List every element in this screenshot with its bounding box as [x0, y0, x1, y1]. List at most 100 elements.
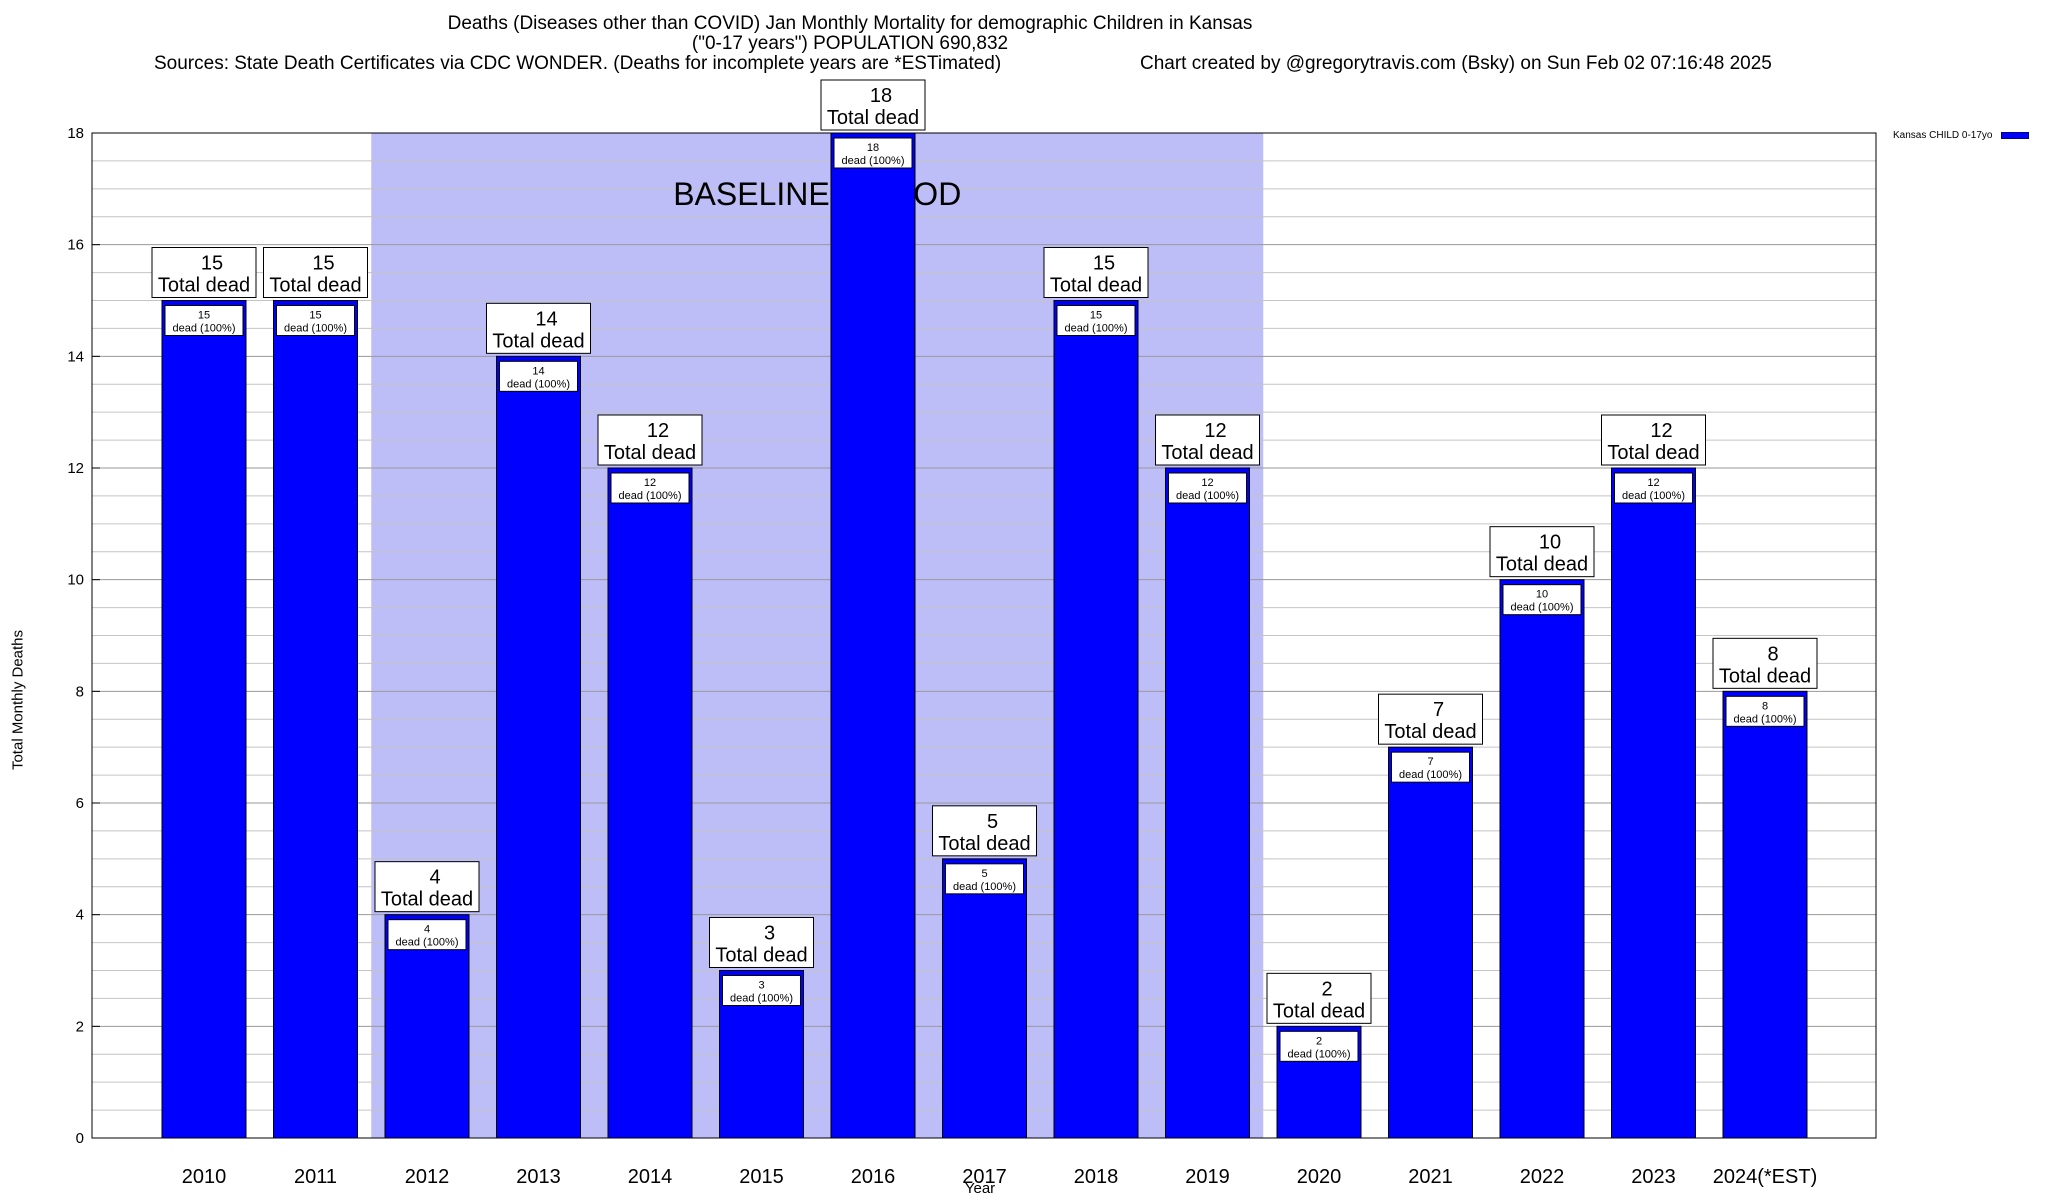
- total-value-label: 12: [1204, 420, 1226, 442]
- inner-percent-label: dead (100%): [284, 323, 347, 335]
- inner-value-label: 12: [1647, 477, 1659, 489]
- total-value-label: 15: [201, 253, 223, 275]
- y-tick-label: 0: [76, 1130, 84, 1147]
- total-label-box: [1378, 693, 1483, 745]
- inner-label-box: [387, 919, 467, 951]
- bar-2016: [830, 132, 916, 1139]
- inner-percent-label: dead (100%): [619, 490, 682, 502]
- inner-label-box: [1168, 472, 1247, 504]
- total-dead-label: Total dead: [1384, 721, 1476, 743]
- total-dead-label: Total dead: [1161, 442, 1253, 464]
- inner-label-box: [1614, 472, 1693, 504]
- inner-value-label: 12: [644, 477, 656, 489]
- total-label-box: [820, 79, 926, 131]
- source-note: Sources: State Death Certificates via CD…: [154, 53, 1002, 74]
- inner-value-label: 7: [1427, 756, 1433, 768]
- total-value-label: 2: [1321, 978, 1332, 1000]
- inner-percent-label: dead (100%): [507, 378, 570, 390]
- y-tick-label: 2: [76, 1018, 84, 1035]
- x-tick-label: 2010: [182, 1166, 227, 1188]
- plot-frame: [91, 132, 1877, 1139]
- total-dead-label: Total dead: [381, 889, 473, 911]
- total-value-label: 8: [1767, 643, 1778, 665]
- total-dead-label: Total dead: [1050, 275, 1142, 297]
- inner-label-box: [833, 137, 913, 169]
- x-tick-label: 2011: [294, 1166, 337, 1188]
- bar-2021: [1388, 746, 1473, 1139]
- inner-label-box: [1725, 695, 1805, 727]
- total-label-box: [1489, 526, 1595, 578]
- total-value-label: 10: [1539, 532, 1561, 554]
- total-label-box: [374, 861, 480, 913]
- bar-2018: [1053, 300, 1139, 1139]
- total-value-label: 7: [1433, 699, 1444, 721]
- y-tick-label: 8: [76, 683, 84, 700]
- inner-value-label: 15: [1090, 310, 1102, 322]
- x-tick-label: 2024(*EST): [1713, 1166, 1818, 1188]
- total-value-label: 18: [870, 85, 892, 107]
- total-value-label: 3: [764, 923, 775, 945]
- inner-label-box: [1502, 584, 1582, 616]
- inner-percent-label: dead (100%): [730, 993, 793, 1005]
- total-dead-label: Total dead: [1607, 442, 1699, 464]
- bar-2022: [1499, 579, 1585, 1139]
- inner-percent-label: dead (100%): [173, 323, 236, 335]
- legend-swatch: [2000, 131, 2029, 139]
- inner-percent-label: dead (100%): [1288, 1048, 1351, 1060]
- inner-label-box: [164, 305, 244, 336]
- bar-2013: [496, 355, 581, 1139]
- inner-value-label: 15: [309, 310, 321, 322]
- inner-value-label: 12: [1201, 477, 1213, 489]
- total-dead-label: Total dead: [1719, 665, 1811, 687]
- total-dead-label: Total dead: [1273, 1000, 1365, 1022]
- total-label-box: [1043, 247, 1149, 298]
- bar-2023: [1611, 467, 1696, 1139]
- legend-label: Kansas CHILD 0-17yo: [1893, 130, 1993, 141]
- x-tick-label: 2014: [628, 1166, 673, 1188]
- total-dead-label: Total dead: [269, 275, 361, 297]
- total-value-label: 15: [1093, 253, 1115, 275]
- chart-legend: Kansas CHILD 0-17yo: [1893, 130, 2029, 142]
- total-dead-label: Total dead: [1496, 554, 1588, 576]
- bar-2014: [607, 467, 693, 1139]
- total-label-box: [1712, 637, 1818, 689]
- total-value-label: 5: [987, 811, 998, 833]
- total-label-box: [1601, 414, 1706, 466]
- total-dead-label: Total dead: [827, 107, 919, 129]
- x-tick-label: 2020: [1297, 1166, 1342, 1188]
- inner-label-box: [499, 360, 578, 392]
- inner-percent-label: dead (100%): [1065, 323, 1128, 335]
- x-tick-label: 2021: [1408, 1166, 1453, 1188]
- total-value-label: 12: [647, 420, 669, 442]
- inner-percent-label: dead (100%): [396, 937, 459, 949]
- x-axis-label: Year: [964, 1180, 996, 1197]
- bar-2024(*EST): [1722, 690, 1808, 1139]
- inner-label-box: [610, 472, 690, 504]
- inner-value-label: 3: [758, 980, 764, 992]
- chart-title: Deaths (Diseases other than COVID) Jan M…: [447, 13, 1253, 34]
- x-tick-label: 2019: [1185, 1166, 1230, 1188]
- y-tick-label: 14: [67, 348, 84, 365]
- inner-label-box: [1391, 751, 1470, 783]
- y-tick-label: 16: [67, 237, 84, 254]
- y-tick-label: 12: [67, 460, 84, 477]
- inner-percent-label: dead (100%): [842, 155, 905, 167]
- inner-percent-label: dead (100%): [1734, 713, 1797, 725]
- x-tick-label: 2018: [1074, 1166, 1119, 1188]
- total-label-box: [1155, 414, 1260, 466]
- y-tick-label: 10: [67, 572, 84, 589]
- x-tick-label: 2016: [851, 1166, 896, 1188]
- total-label-box: [151, 247, 257, 298]
- inner-label-box: [1056, 305, 1136, 336]
- inner-percent-label: dead (100%): [1622, 490, 1685, 502]
- total-label-box: [932, 805, 1037, 857]
- total-label-box: [263, 247, 368, 298]
- chart-subtitle: ("0-17 years") POPULATION 690,832: [691, 33, 1009, 54]
- total-dead-label: Total dead: [604, 442, 696, 464]
- inner-value-label: 5: [981, 868, 987, 880]
- x-tick-label: 2015: [739, 1166, 784, 1188]
- bar-2017: [942, 858, 1027, 1139]
- baseline-label: BASELINE PERIOD: [673, 176, 961, 212]
- x-tick-label: 2017: [962, 1166, 1007, 1188]
